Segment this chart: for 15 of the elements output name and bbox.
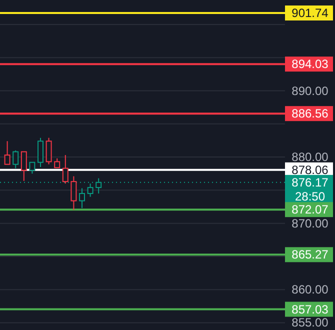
ref-line-label: 878.06 <box>292 162 329 177</box>
y-tick-label: 855.00 <box>292 316 329 330</box>
y-tick-label: 870.00 <box>292 216 329 230</box>
ref-line-label: 865.27 <box>292 248 329 262</box>
text: 28:50 <box>294 189 326 204</box>
ref-line-label: 872.07 <box>292 202 329 217</box>
ref-line-label: 886.56 <box>292 106 329 121</box>
ref-line-label: 857.03 <box>292 302 329 316</box>
ref-line-label: 876.17 <box>292 175 329 190</box>
y-tick-label: 890.00 <box>292 84 329 98</box>
y-tick-label: 860.00 <box>292 282 329 297</box>
ref-line-label: 901.74 <box>292 6 329 20</box>
candlestick <box>79 188 85 209</box>
y-tick-label: 880.00 <box>292 150 329 164</box>
ref-line-label: 894.03 <box>292 57 329 72</box>
